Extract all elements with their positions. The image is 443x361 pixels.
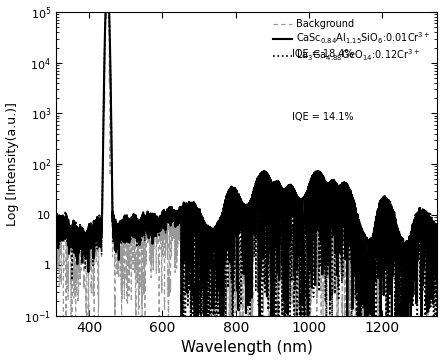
Line: Background: Background	[56, 0, 437, 321]
X-axis label: Wavelength (nm): Wavelength (nm)	[181, 340, 313, 356]
La$_3$Ga$_{4.88}$GeO$_{14}$:0.12Cr$^{3+}$	[53, 234, 58, 238]
CaSc$_{0.84}$Al$_{1.15}$SiO$_6$:0.01Cr$^{3+}$	[435, 238, 440, 243]
La$_3$Ga$_{4.88}$GeO$_{14}$:0.12Cr$^{3+}$	[435, 233, 440, 237]
La$_3$Ga$_{4.88}$GeO$_{14}$:0.12Cr$^{3+}$	[73, 237, 78, 241]
Line: CaSc$_{0.84}$Al$_{1.15}$SiO$_6$:0.01Cr$^{3+}$: CaSc$_{0.84}$Al$_{1.15}$SiO$_6$:0.01Cr$^…	[56, 0, 437, 321]
La$_3$Ga$_{4.88}$GeO$_{14}$:0.12Cr$^{3+}$	[296, 212, 301, 216]
Background	[435, 239, 440, 243]
La$_3$Ga$_{4.88}$GeO$_{14}$:0.12Cr$^{3+}$	[191, 329, 197, 334]
Line: La$_3$Ga$_{4.88}$GeO$_{14}$:0.12Cr$^{3+}$: La$_3$Ga$_{4.88}$GeO$_{14}$:0.12Cr$^{3+}…	[56, 0, 437, 331]
CaSc$_{0.84}$Al$_{1.15}$SiO$_6$:0.01Cr$^{3+}$	[336, 209, 342, 213]
Background	[296, 268, 301, 272]
CaSc$_{0.84}$Al$_{1.15}$SiO$_6$:0.01Cr$^{3+}$	[53, 234, 58, 238]
Legend: Background, CaSc$_{0.84}$Al$_{1.15}$SiO$_6$:0.01Cr$^{3+}$, La$_3$Ga$_{4.88}$GeO$: Background, CaSc$_{0.84}$Al$_{1.15}$SiO$…	[271, 17, 432, 65]
Background	[279, 309, 284, 314]
Text: IQE = 14.1%: IQE = 14.1%	[292, 112, 354, 122]
Background	[73, 251, 78, 256]
CaSc$_{0.84}$Al$_{1.15}$SiO$_6$:0.01Cr$^{3+}$	[179, 319, 184, 323]
Background	[336, 237, 342, 241]
Background	[53, 236, 58, 241]
Y-axis label: Log [Intensity(a.u.)]: Log [Intensity(a.u.)]	[6, 102, 19, 226]
CaSc$_{0.84}$Al$_{1.15}$SiO$_6$:0.01Cr$^{3+}$	[191, 206, 197, 210]
CaSc$_{0.84}$Al$_{1.15}$SiO$_6$:0.01Cr$^{3+}$	[73, 228, 78, 232]
CaSc$_{0.84}$Al$_{1.15}$SiO$_6$:0.01Cr$^{3+}$	[296, 223, 301, 227]
Background	[61, 319, 66, 323]
CaSc$_{0.84}$Al$_{1.15}$SiO$_6$:0.01Cr$^{3+}$	[279, 186, 284, 191]
La$_3$Ga$_{4.88}$GeO$_{14}$:0.12Cr$^{3+}$	[357, 235, 362, 239]
La$_3$Ga$_{4.88}$GeO$_{14}$:0.12Cr$^{3+}$	[336, 217, 342, 221]
La$_3$Ga$_{4.88}$GeO$_{14}$:0.12Cr$^{3+}$	[279, 200, 284, 205]
Background	[357, 266, 362, 270]
Text: IQE = 18.4%: IQE = 18.4%	[292, 49, 354, 58]
La$_3$Ga$_{4.88}$GeO$_{14}$:0.12Cr$^{3+}$	[181, 329, 186, 334]
Background	[191, 285, 197, 290]
CaSc$_{0.84}$Al$_{1.15}$SiO$_6$:0.01Cr$^{3+}$	[357, 275, 362, 279]
